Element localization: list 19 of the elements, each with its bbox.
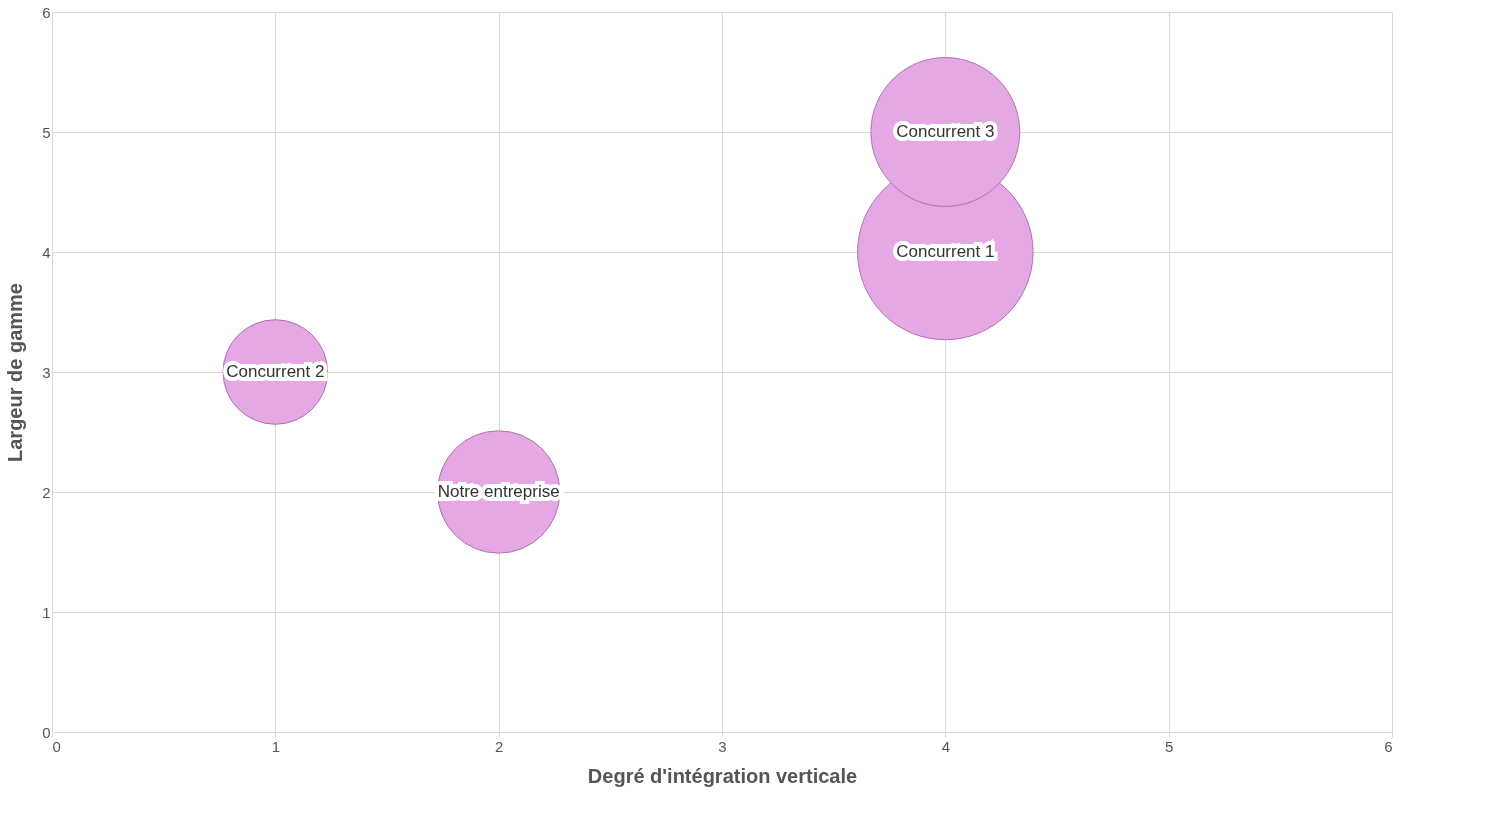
y-tick-label: 6: [42, 3, 51, 21]
series-label: Concurrent 2: [226, 362, 325, 381]
series-label: Concurrent 1: [896, 242, 995, 261]
series-label: Concurrent 3: [896, 122, 995, 141]
x-tick-label: 2: [494, 737, 504, 755]
y-tick-label: 0: [42, 723, 51, 741]
y-tick-label: 4: [42, 243, 51, 261]
y-tick-label: 1: [42, 603, 51, 621]
x-tick-label: 1: [271, 737, 281, 755]
y-tick-label: 3: [42, 363, 51, 381]
series-label: Notre entreprise: [437, 482, 560, 501]
y-tick-label: 5: [42, 123, 51, 141]
x-axis-title: Degré d'intégration verticale: [587, 764, 858, 787]
x-tick-label: 5: [1164, 737, 1174, 755]
x-tick-label: 3: [718, 737, 727, 755]
y-axis-title: Largeur de gamme: [4, 283, 27, 462]
y-tick-label: 2: [42, 483, 51, 501]
x-tick-label: 6: [1384, 737, 1393, 755]
x-tick-label: 4: [941, 737, 951, 755]
